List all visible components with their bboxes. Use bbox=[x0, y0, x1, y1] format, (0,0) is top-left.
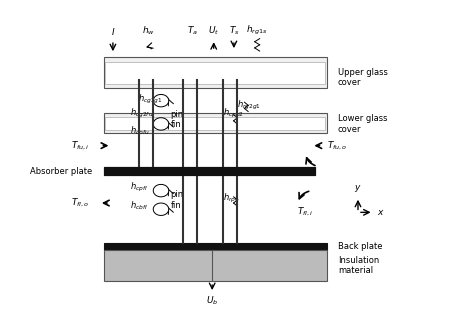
FancyBboxPatch shape bbox=[104, 57, 327, 88]
Text: $h_{cpp2}$: $h_{cpp2}$ bbox=[223, 106, 244, 120]
Text: $h_{rg2g1}$: $h_{rg2g1}$ bbox=[237, 99, 261, 112]
FancyBboxPatch shape bbox=[105, 62, 326, 84]
Text: $U_b$: $U_b$ bbox=[206, 295, 219, 307]
Text: $T_{fu,i}$: $T_{fu,i}$ bbox=[71, 140, 90, 152]
FancyBboxPatch shape bbox=[104, 113, 327, 133]
Text: $h_{cpfu}$: $h_{cpfu}$ bbox=[130, 125, 150, 138]
Text: Insulation
material: Insulation material bbox=[338, 256, 379, 275]
Text: $y$: $y$ bbox=[354, 183, 362, 194]
Text: $h_{rp6}$: $h_{rp6}$ bbox=[223, 192, 240, 205]
Text: $T_{fl,o}$: $T_{fl,o}$ bbox=[72, 197, 90, 209]
Text: $h_w$: $h_w$ bbox=[142, 24, 155, 37]
Text: $h_{cbfl}$: $h_{cbfl}$ bbox=[130, 200, 148, 213]
Text: pin
fin: pin fin bbox=[170, 110, 183, 129]
Text: Lower glass
cover: Lower glass cover bbox=[338, 114, 387, 134]
FancyBboxPatch shape bbox=[104, 167, 315, 175]
Text: $h_{cg2fu}$: $h_{cg2fu}$ bbox=[130, 106, 154, 120]
FancyBboxPatch shape bbox=[105, 117, 326, 130]
FancyBboxPatch shape bbox=[104, 243, 327, 249]
Text: $h_{cg2g1}$: $h_{cg2g1}$ bbox=[138, 93, 163, 106]
Text: $h_{cpfl}$: $h_{cpfl}$ bbox=[130, 181, 148, 194]
Text: $T_{fl,i}$: $T_{fl,i}$ bbox=[297, 206, 313, 218]
Text: Back plate: Back plate bbox=[338, 242, 383, 251]
Text: $T_{fu,o}$: $T_{fu,o}$ bbox=[327, 140, 347, 152]
Text: $I$: $I$ bbox=[111, 26, 115, 37]
Text: $U_t$: $U_t$ bbox=[208, 24, 219, 37]
Text: $h_{rg1s}$: $h_{rg1s}$ bbox=[246, 24, 268, 37]
Text: $x$: $x$ bbox=[377, 208, 384, 217]
Text: $T_a$: $T_a$ bbox=[187, 24, 198, 37]
Text: pin
fin: pin fin bbox=[170, 190, 183, 210]
FancyBboxPatch shape bbox=[104, 249, 327, 280]
Text: Upper glass
cover: Upper glass cover bbox=[338, 68, 388, 87]
Text: $T_s$: $T_s$ bbox=[228, 24, 239, 37]
FancyBboxPatch shape bbox=[104, 167, 315, 175]
Text: Absorber plate: Absorber plate bbox=[30, 167, 93, 176]
